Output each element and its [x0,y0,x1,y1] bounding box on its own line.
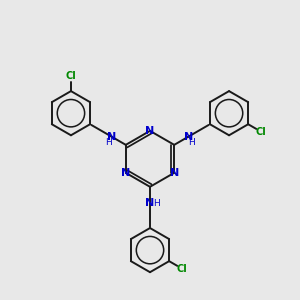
Text: N: N [169,168,179,178]
Text: N: N [146,198,154,208]
Text: Cl: Cl [176,263,187,274]
Text: N: N [146,126,154,136]
Text: H: H [153,199,160,208]
Text: Cl: Cl [256,127,266,136]
Text: Cl: Cl [66,71,76,81]
Text: N: N [121,168,130,178]
Text: H: H [188,138,195,147]
Text: N: N [107,132,116,142]
Text: N: N [184,132,193,142]
Text: H: H [105,138,112,147]
